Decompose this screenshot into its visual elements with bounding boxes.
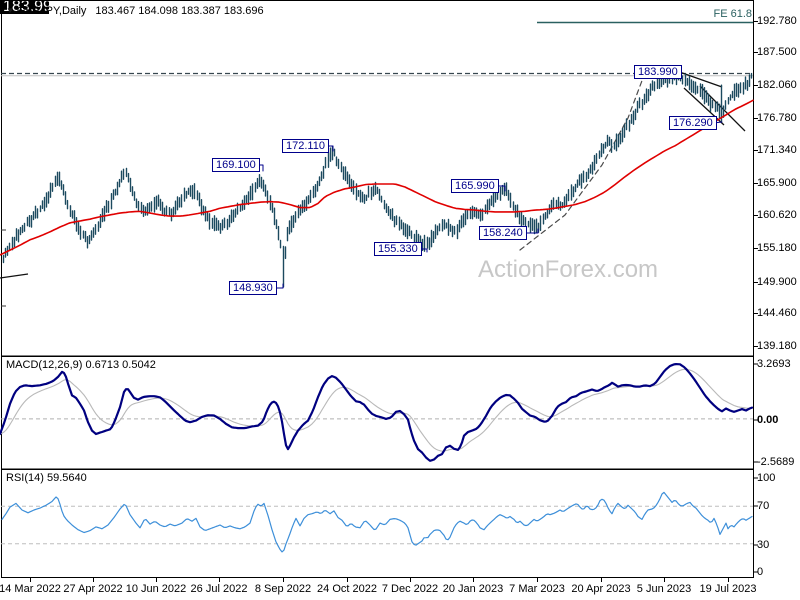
- price-axis-label: 160.620: [757, 209, 797, 221]
- price-callout: 176.290: [669, 116, 717, 130]
- price-callout: 148.930: [229, 281, 277, 295]
- price-callout: 158.240: [479, 226, 527, 240]
- date-axis-label: 8 Sep 2022: [254, 583, 312, 595]
- moving-average-line: [0, 99, 754, 256]
- price-axis-label: 144.460: [757, 307, 797, 319]
- price-callout: 155.330: [374, 242, 422, 256]
- price-axis-label: 139.180: [757, 340, 797, 352]
- rsi-panel-border: [1, 469, 754, 578]
- date-axis-label: 14 Mar 2022: [0, 583, 61, 595]
- rsi-line: [1, 491, 753, 553]
- rsi-axis-label: 70: [757, 500, 770, 512]
- date-axis-label: 24 Oct 2022: [317, 583, 377, 595]
- date-axis-label: 7 Mar 2023: [509, 583, 565, 595]
- price-axis-label: 192.780: [757, 15, 797, 27]
- trendline: [0, 273, 29, 279]
- rsi-axis-label: 0: [757, 566, 764, 578]
- price-axis-label: 171.340: [757, 144, 797, 156]
- fibonacci-expansion-label: FE 61.8: [713, 8, 752, 20]
- macd-panel-border: [1, 356, 754, 470]
- macd-axis-label: -2.5689: [757, 456, 795, 468]
- date-axis-label: 10 Jun 2022: [125, 583, 187, 595]
- rsi-axis-label: 100: [757, 472, 776, 484]
- dashed-trendline: [519, 69, 647, 251]
- price-axis-label: 155.180: [757, 242, 797, 254]
- price-callout: 183.990: [634, 65, 682, 79]
- trendline: [683, 87, 725, 126]
- price-axis-label: 176.780: [757, 112, 797, 124]
- macd-indicator-label: MACD(12,26,9) 0.6713 0.5042: [6, 359, 156, 371]
- main-panel-border: [1, 0, 754, 357]
- date-axis-label: 27 Apr 2022: [63, 583, 123, 595]
- macd-main-line: [0, 363, 754, 462]
- trendline: [699, 85, 746, 132]
- price-callout: 169.100: [212, 158, 260, 172]
- chevron-down-icon: ▼: [6, 6, 14, 15]
- price-axis-label: 187.500: [757, 46, 797, 58]
- date-axis-label: 20 Jan 2023: [442, 583, 504, 595]
- date-axis: 14 Mar 2022 27 Apr 2022 10 Jun 2022 26 Jul …: [0, 583, 800, 599]
- date-axis-label: 19 Jul 2023: [699, 583, 757, 595]
- rsi-axis-label: 30: [757, 539, 770, 551]
- price-callout: 172.110: [282, 139, 329, 153]
- macd-axis-label: 0.00: [757, 414, 779, 426]
- macd-signal-line: [0, 368, 753, 452]
- watermark: ActionForex.com: [477, 256, 659, 283]
- price-axis-label: 165.900: [757, 177, 797, 189]
- date-axis-label: 20 Apr 2023: [571, 583, 631, 595]
- rsi-indicator-label: RSI(14) 59.5640: [6, 472, 87, 484]
- date-axis-label: 5 Jun 2023: [636, 583, 692, 595]
- price-axis-label: 182.060: [757, 79, 797, 91]
- current-price-tag: 183.990: [0, 0, 61, 15]
- date-axis-label: 26 Jul 2022: [190, 583, 248, 595]
- price-callout: 165.990: [451, 179, 499, 193]
- symbol-label: GBPJPY,Daily: [16, 5, 87, 17]
- callout-connector: [273, 283, 284, 289]
- date-axis-label: 7 Dec 2022: [381, 583, 439, 595]
- callout-connector: [522, 228, 539, 234]
- chart-title: ▼ GBPJPY,Daily 183.467 184.098 183.387 183…: [6, 4, 264, 18]
- price-bars: [2, 72, 753, 288]
- macd-axis-label: 3.2693: [757, 358, 791, 370]
- price-axis-label: 149.900: [757, 276, 797, 288]
- ohlc-quote: 183.467 184.098 183.387 183.696: [95, 5, 264, 17]
